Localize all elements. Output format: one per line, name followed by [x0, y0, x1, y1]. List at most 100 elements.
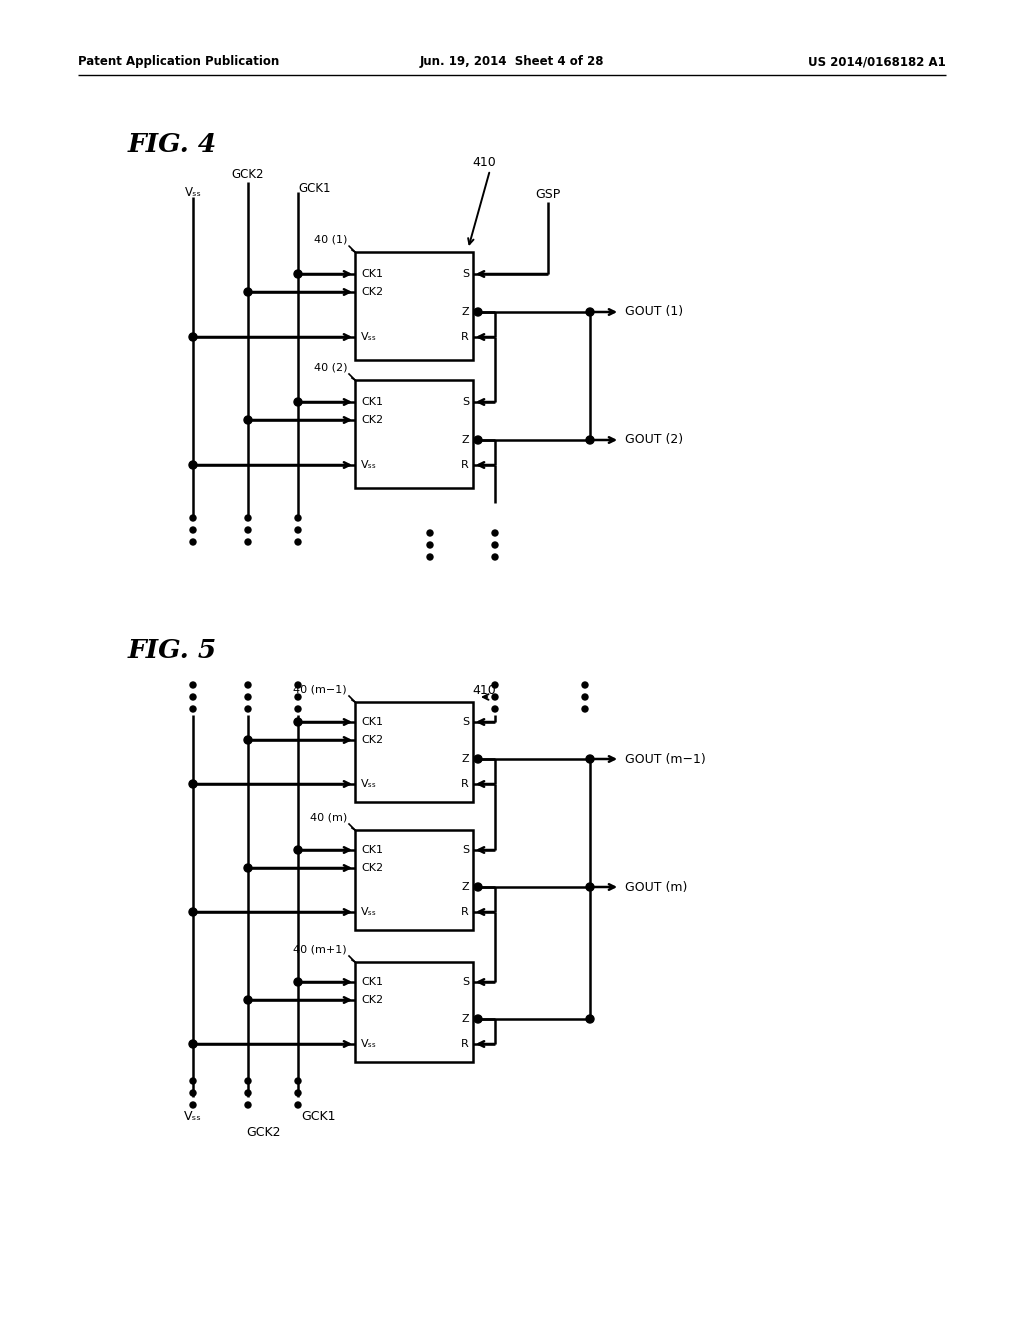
Circle shape [244, 997, 252, 1005]
Circle shape [474, 436, 482, 444]
Text: S: S [462, 717, 469, 727]
Circle shape [582, 694, 588, 700]
Circle shape [427, 554, 433, 560]
Text: R: R [461, 333, 469, 342]
Text: GCK1: GCK1 [298, 182, 331, 195]
Text: 410: 410 [472, 156, 496, 169]
Circle shape [189, 908, 197, 916]
Circle shape [294, 271, 302, 279]
Text: 40 (2): 40 (2) [313, 363, 347, 374]
Text: CK2: CK2 [361, 735, 383, 744]
Circle shape [295, 515, 301, 521]
Text: R: R [461, 1039, 469, 1049]
Circle shape [189, 461, 197, 469]
Text: S: S [462, 845, 469, 855]
Text: GOUT (1): GOUT (1) [625, 305, 683, 318]
Text: 40 (m−1): 40 (m−1) [293, 685, 347, 696]
Circle shape [492, 694, 498, 700]
Text: FIG. 5: FIG. 5 [128, 638, 217, 663]
Text: Vₛₛ: Vₛₛ [361, 1039, 377, 1049]
Circle shape [586, 1015, 594, 1023]
Circle shape [189, 333, 197, 341]
Text: Jun. 19, 2014  Sheet 4 of 28: Jun. 19, 2014 Sheet 4 of 28 [420, 55, 604, 69]
Circle shape [190, 682, 196, 688]
Text: R: R [461, 459, 469, 470]
Circle shape [295, 682, 301, 688]
Text: S: S [462, 397, 469, 407]
Text: Patent Application Publication: Patent Application Publication [78, 55, 280, 69]
Text: Z: Z [462, 882, 469, 892]
Circle shape [586, 883, 594, 891]
Text: Vₛₛ: Vₛₛ [361, 779, 377, 789]
Circle shape [295, 706, 301, 711]
Bar [355, 252, 473, 360]
Text: CK1: CK1 [361, 977, 383, 987]
Text: Vₛₛ: Vₛₛ [184, 1110, 202, 1123]
Circle shape [295, 1102, 301, 1107]
Circle shape [295, 1078, 301, 1084]
Text: CK1: CK1 [361, 397, 383, 407]
Text: Z: Z [462, 308, 469, 317]
Text: GOUT (m−1): GOUT (m−1) [625, 752, 706, 766]
Text: Vₛₛ: Vₛₛ [361, 333, 377, 342]
Text: Z: Z [462, 1014, 469, 1024]
Circle shape [190, 694, 196, 700]
Text: 40 (m+1): 40 (m+1) [293, 945, 347, 954]
Text: CK2: CK2 [361, 286, 383, 297]
Text: GSP: GSP [535, 187, 560, 201]
Circle shape [582, 682, 588, 688]
Text: CK1: CK1 [361, 269, 383, 279]
Text: Z: Z [462, 436, 469, 445]
Circle shape [492, 543, 498, 548]
Circle shape [294, 718, 302, 726]
Circle shape [190, 1090, 196, 1096]
Circle shape [492, 706, 498, 711]
Text: GCK2: GCK2 [246, 1126, 281, 1138]
Circle shape [474, 1015, 482, 1023]
Text: CK2: CK2 [361, 995, 383, 1005]
Circle shape [245, 1102, 251, 1107]
Circle shape [474, 308, 482, 315]
Text: GOUT (2): GOUT (2) [625, 433, 683, 446]
Circle shape [586, 755, 594, 763]
Text: FIG. 4: FIG. 4 [128, 132, 217, 157]
Circle shape [586, 436, 594, 444]
Circle shape [245, 515, 251, 521]
Text: S: S [462, 977, 469, 987]
Text: Vₛₛ: Vₛₛ [361, 459, 377, 470]
Text: S: S [462, 269, 469, 279]
Text: 40 (m): 40 (m) [309, 813, 347, 822]
Circle shape [245, 706, 251, 711]
Text: Vₛₛ: Vₛₛ [361, 907, 377, 917]
Text: 410: 410 [472, 684, 496, 697]
Circle shape [190, 1078, 196, 1084]
Circle shape [244, 288, 252, 296]
Circle shape [427, 543, 433, 548]
Text: CK2: CK2 [361, 414, 383, 425]
Circle shape [492, 554, 498, 560]
Circle shape [245, 1078, 251, 1084]
Circle shape [492, 531, 498, 536]
Circle shape [295, 527, 301, 533]
Circle shape [190, 515, 196, 521]
Circle shape [245, 527, 251, 533]
Bar [355, 962, 473, 1063]
Circle shape [582, 706, 588, 711]
Circle shape [295, 694, 301, 700]
Circle shape [244, 865, 252, 873]
Circle shape [474, 883, 482, 891]
Bar [355, 380, 473, 488]
Bar [355, 830, 473, 931]
Text: US 2014/0168182 A1: US 2014/0168182 A1 [808, 55, 946, 69]
Text: GCK2: GCK2 [231, 168, 264, 181]
Circle shape [245, 694, 251, 700]
Text: CK2: CK2 [361, 863, 383, 873]
Circle shape [294, 846, 302, 854]
Circle shape [244, 737, 252, 744]
Text: R: R [461, 907, 469, 917]
Circle shape [474, 755, 482, 763]
Circle shape [492, 682, 498, 688]
Circle shape [294, 978, 302, 986]
Text: CK1: CK1 [361, 845, 383, 855]
Circle shape [190, 527, 196, 533]
